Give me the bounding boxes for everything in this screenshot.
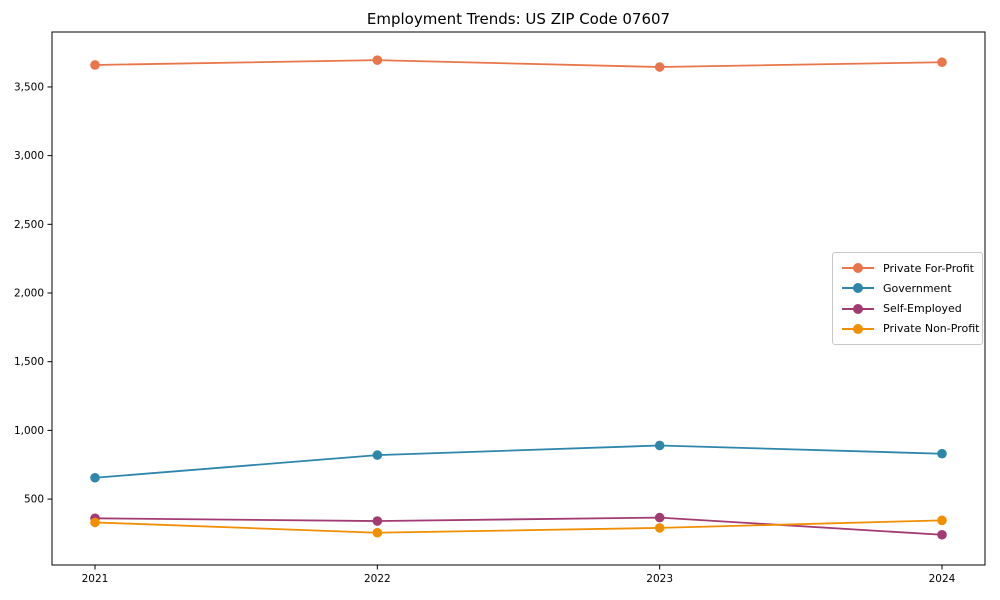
data-point-private-for-profit-2022: [372, 55, 383, 65]
legend-item-private-non-profit: Private Non-Profit: [842, 319, 979, 339]
legend-item-government: Government: [842, 278, 972, 298]
data-point-government-2022: [372, 450, 383, 460]
y-tick-label: 1,000: [14, 425, 44, 437]
chart-title: Employment Trends: US ZIP Code 07607: [366, 10, 671, 28]
data-point-private-for-profit-2024: [937, 57, 947, 68]
data-point-private-for-profit-2021: [90, 60, 100, 70]
series-line-private-non-profit: [94, 519, 943, 534]
legend-label: Self-Employed: [883, 302, 962, 316]
y-tick-label: 2,500: [14, 219, 44, 231]
data-point-private-for-profit-2023: [654, 62, 665, 72]
legend-swatch-self-employed: [842, 303, 874, 314]
legend-swatch-private-non-profit: [842, 323, 874, 334]
legend-item-self-employed: Self-Employed: [842, 299, 972, 319]
legend-marker-icon: [853, 283, 863, 294]
legend-label: Private Non-Profit: [883, 322, 980, 336]
data-point-government-2024: [937, 448, 947, 459]
x-tick-label: 2021: [82, 573, 109, 585]
y-tick-label: 2,000: [14, 288, 44, 300]
y-tick-label: 3,000: [14, 150, 44, 162]
legend-label: Private For-Profit: [883, 261, 974, 275]
y-tick-label: 500: [24, 494, 44, 506]
data-point-government-2021: [90, 472, 100, 483]
data-point-private-non-profit-2023: [654, 523, 665, 533]
series-line-self-employed: [94, 516, 943, 536]
legend-marker-icon: [853, 263, 863, 274]
data-point-government-2023: [654, 440, 665, 451]
y-tick-label: 3,500: [14, 81, 44, 93]
x-tick-label: 2024: [929, 573, 956, 585]
legend: Private For-Profit Government Self-Employe…: [832, 252, 983, 345]
x-tick-label: 2022: [364, 573, 391, 585]
legend-marker-icon: [853, 303, 863, 314]
y-tick-label: 1,500: [14, 356, 44, 368]
plot-frame: [51, 31, 986, 566]
data-point-private-non-profit-2024: [937, 515, 947, 526]
data-point-private-non-profit-2022: [372, 527, 383, 538]
data-point-private-non-profit-2021: [90, 517, 100, 528]
legend-marker-icon: [853, 323, 863, 334]
data-point-self-employed-2023: [654, 512, 665, 523]
legend-swatch-private-for-profit: [842, 263, 874, 274]
series-line-private-for-profit: [94, 59, 943, 68]
legend-item-private-for-profit: Private For-Profit: [842, 258, 974, 278]
data-point-self-employed-2022: [372, 516, 383, 526]
series-line-government: [94, 444, 943, 479]
x-tick-label: 2023: [646, 573, 673, 585]
legend-label: Government: [883, 281, 952, 295]
legend-swatch-government: [842, 283, 874, 294]
data-point-self-employed-2024: [937, 529, 947, 540]
